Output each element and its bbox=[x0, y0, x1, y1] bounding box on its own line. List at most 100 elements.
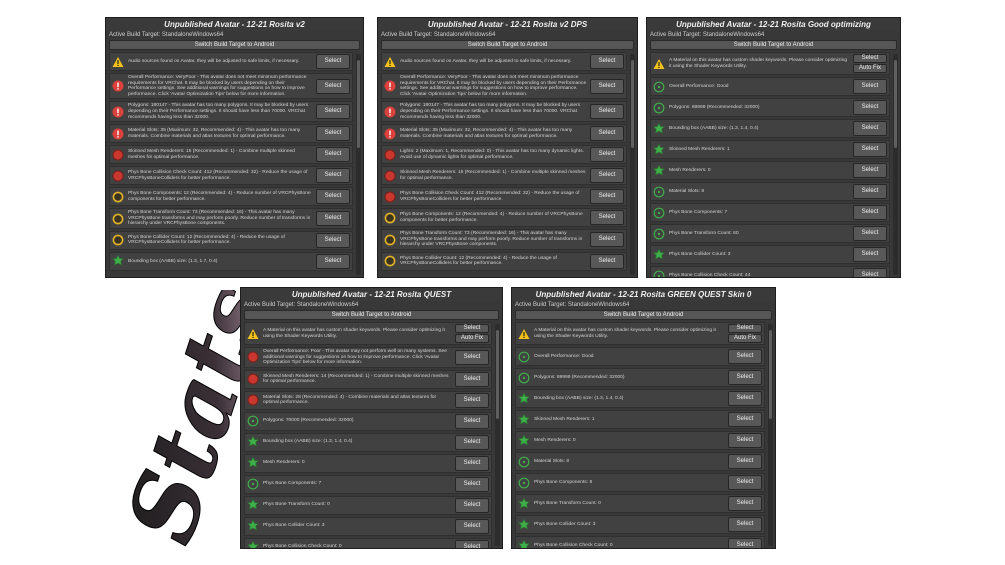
action-button[interactable]: Select bbox=[316, 211, 350, 227]
switch-button[interactable]: Switch Build Target to Android bbox=[244, 310, 499, 320]
scrollbar-thumb[interactable] bbox=[894, 60, 897, 149]
validation-message: Material Slots: 35 (Maximum: 32, Recomme… bbox=[128, 128, 301, 139]
action-button[interactable]: Auto Fix bbox=[455, 334, 489, 343]
validation-row: Bounding box (AABB) size: (1.3, 1.4, 0.4… bbox=[650, 119, 890, 138]
action-button[interactable]: Select bbox=[455, 324, 489, 333]
action-button[interactable]: Select bbox=[590, 253, 624, 269]
action-button[interactable]: Select bbox=[316, 168, 350, 184]
validation-row: Phys Bone Collision Check Count: 412 (Re… bbox=[109, 166, 353, 186]
button-group: Select bbox=[853, 100, 887, 115]
status-icon-good bbox=[653, 102, 665, 113]
button-group: Select bbox=[316, 168, 350, 184]
action-button[interactable]: Select bbox=[728, 538, 762, 548]
action-button[interactable]: Select bbox=[590, 147, 624, 163]
panel-title: Unpublished Avatar - 12-21 Rosita QUEST bbox=[241, 288, 502, 301]
scrollbar[interactable] bbox=[356, 54, 361, 275]
action-button[interactable]: Select bbox=[728, 370, 762, 385]
action-button[interactable]: Select bbox=[455, 392, 489, 408]
switch-button[interactable]: Switch Build Target to Android bbox=[650, 40, 897, 50]
button-group: Select bbox=[316, 104, 350, 120]
action-button[interactable]: Select bbox=[728, 475, 762, 490]
action-button[interactable]: Select bbox=[455, 455, 489, 471]
action-button[interactable]: Select bbox=[853, 226, 887, 241]
action-button[interactable]: Select bbox=[853, 205, 887, 220]
action-button[interactable]: Select bbox=[728, 412, 762, 427]
scrollbar[interactable] bbox=[630, 54, 635, 275]
action-button[interactable]: Select bbox=[590, 126, 624, 142]
validation-row: Phys Bone Components: 7 Select bbox=[650, 203, 890, 222]
action-button[interactable]: Select bbox=[316, 126, 350, 142]
action-button[interactable]: Select bbox=[590, 189, 624, 205]
validation-message: Lights: 2 (Maximum: 1, Recommended: 0) -… bbox=[400, 149, 584, 160]
status-icon-good bbox=[247, 478, 259, 490]
action-button[interactable]: Select bbox=[455, 518, 489, 534]
action-button[interactable]: Select bbox=[728, 349, 762, 364]
button-group: Select bbox=[590, 126, 624, 142]
validation-message: A Material on this avatar has custom sha… bbox=[669, 57, 848, 69]
action-button[interactable]: Select bbox=[853, 79, 887, 94]
status-icon-red bbox=[384, 170, 396, 182]
action-button[interactable]: Select bbox=[455, 413, 489, 429]
action-button[interactable]: Select bbox=[316, 147, 350, 163]
button-group: Select bbox=[728, 454, 762, 469]
button-group: Select bbox=[316, 232, 350, 248]
action-button[interactable]: Select bbox=[853, 54, 887, 63]
action-button[interactable]: Select bbox=[455, 349, 489, 365]
action-button[interactable]: Auto Fix bbox=[853, 64, 887, 73]
decoration-text: Stats bbox=[106, 290, 260, 555]
validation-row: Material Slots: 8 Select bbox=[515, 452, 765, 471]
action-button[interactable]: Auto Fix bbox=[728, 334, 762, 343]
action-button[interactable]: Select bbox=[455, 371, 489, 387]
action-button[interactable]: Select bbox=[853, 100, 887, 115]
action-button[interactable]: Select bbox=[590, 104, 624, 120]
scrollbar-thumb[interactable] bbox=[769, 330, 772, 419]
switch-button[interactable]: Switch Build Target to Android bbox=[109, 40, 360, 50]
validation-row: Overall Performance: Poor - This avatar … bbox=[244, 347, 492, 368]
validation-row: Bounding box (AABB) size: (1.3, 1.7, 0.4… bbox=[109, 251, 353, 271]
action-button[interactable]: Select bbox=[455, 497, 489, 513]
action-button[interactable]: Select bbox=[853, 184, 887, 199]
scrollbar[interactable] bbox=[495, 324, 500, 546]
action-button[interactable]: Select bbox=[455, 476, 489, 492]
switch-button[interactable]: Switch Build Target to Android bbox=[381, 40, 634, 50]
validation-row: Mesh Renderers: 0 Select bbox=[515, 431, 765, 450]
scrollbar-thumb[interactable] bbox=[496, 330, 499, 419]
action-button[interactable]: Select bbox=[728, 496, 762, 511]
scrollbar[interactable] bbox=[768, 324, 773, 546]
scrollbar-thumb[interactable] bbox=[631, 60, 634, 149]
action-button[interactable]: Select bbox=[316, 189, 350, 205]
action-button[interactable]: Select bbox=[455, 434, 489, 450]
action-button[interactable]: Select bbox=[728, 391, 762, 406]
validation-message: Audio sources found on Avatar, they will… bbox=[128, 58, 300, 64]
scrollbar[interactable] bbox=[893, 54, 898, 275]
action-button[interactable]: Select bbox=[590, 232, 624, 248]
action-button[interactable]: Select bbox=[590, 54, 624, 69]
action-button[interactable]: Select bbox=[728, 454, 762, 469]
status-icon-good bbox=[518, 372, 530, 383]
action-button[interactable]: Select bbox=[853, 247, 887, 262]
validation-row: Material Slots: 28 (Recommended: 4) - Co… bbox=[244, 390, 492, 410]
action-button[interactable]: Select bbox=[316, 253, 350, 269]
switch-button[interactable]: Switch Build Target to Android bbox=[515, 310, 772, 320]
action-button[interactable]: Select bbox=[853, 121, 887, 136]
action-button[interactable]: Select bbox=[590, 78, 624, 94]
scrollbar-thumb[interactable] bbox=[357, 60, 360, 149]
action-button[interactable]: Select bbox=[853, 163, 887, 178]
action-button[interactable]: Select bbox=[316, 104, 350, 120]
action-button[interactable]: Select bbox=[853, 268, 887, 277]
action-button[interactable]: Select bbox=[316, 78, 350, 94]
validation-message: Bounding box (AABB) size: (1.3, 1.7, 0.4… bbox=[128, 258, 218, 264]
validation-list: Audio sources found on Avatar, they will… bbox=[109, 52, 353, 277]
action-button[interactable]: Select bbox=[728, 324, 762, 333]
action-button[interactable]: Select bbox=[590, 210, 624, 226]
action-button[interactable]: Select bbox=[316, 232, 350, 248]
button-group: Select bbox=[590, 210, 624, 226]
action-button[interactable]: Select bbox=[853, 142, 887, 157]
action-button[interactable]: Select bbox=[728, 517, 762, 532]
action-button[interactable]: Select bbox=[455, 539, 489, 548]
action-button[interactable]: Select bbox=[316, 54, 350, 69]
action-button[interactable]: Select bbox=[590, 168, 624, 184]
panel-title: Unpublished Avatar - 12-21 Rosita Good o… bbox=[647, 18, 900, 31]
validation-row: Material Slots: 35 (Maximum: 32, Recomme… bbox=[109, 124, 353, 144]
action-button[interactable]: Select bbox=[728, 433, 762, 448]
